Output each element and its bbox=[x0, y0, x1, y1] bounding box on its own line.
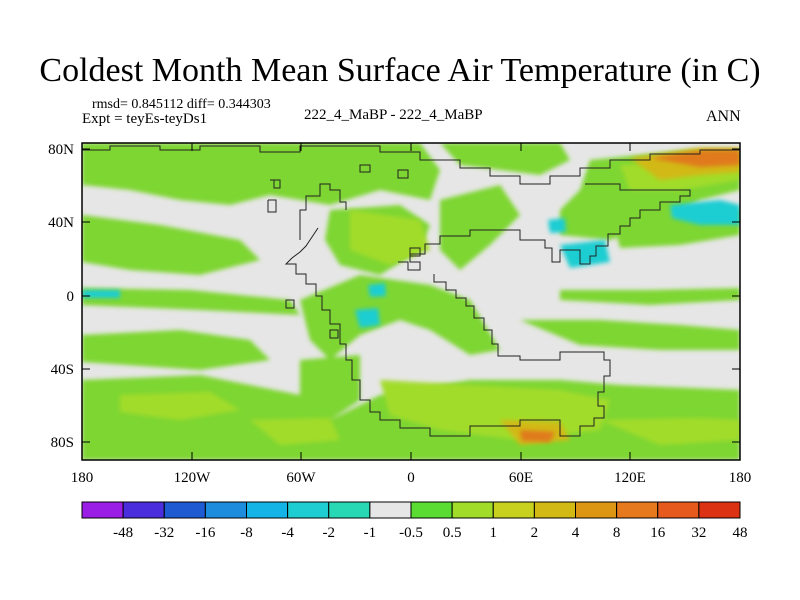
colorbar-swatch bbox=[657, 501, 700, 519]
colorbar-label: -4 bbox=[281, 525, 294, 541]
colorbar-swatch bbox=[698, 501, 741, 519]
temperature-field bbox=[82, 143, 740, 460]
colorbar-label: -0.5 bbox=[399, 525, 423, 541]
lon-label-180e: 180 bbox=[729, 470, 752, 486]
colorbar-label: 48 bbox=[733, 525, 748, 541]
axis-ticks bbox=[81, 143, 741, 460]
colorbar-label: -8 bbox=[240, 525, 253, 541]
continent-outlines bbox=[82, 145, 740, 437]
lon-label-60w: 60W bbox=[286, 470, 316, 486]
lon-label-0: 0 bbox=[407, 470, 415, 486]
colorbar-label: -1 bbox=[364, 525, 377, 541]
lon-label-120e: 120E bbox=[614, 470, 646, 486]
colorbar-swatch bbox=[81, 501, 124, 519]
colorbar-swatch bbox=[533, 501, 576, 519]
experiment-label: Expt = teyEs-teyDs1 bbox=[82, 111, 208, 127]
colorbar-swatch bbox=[287, 501, 330, 519]
season-label: ANN bbox=[706, 108, 741, 125]
colorbar-swatch bbox=[575, 501, 618, 519]
colorbar-swatch bbox=[328, 501, 371, 519]
colorbar-label: 0.5 bbox=[443, 525, 462, 541]
colorbar-label: 1 bbox=[490, 525, 498, 541]
lon-label-120w: 120W bbox=[174, 470, 212, 486]
colorbar-label: -16 bbox=[195, 525, 215, 541]
colorbar-label: 4 bbox=[572, 525, 580, 541]
colorbar-labels: -48 -32 -16 -8 -4 -2 -1 -0.5 0.5 1 2 4 8 16 32 48 bbox=[113, 525, 747, 541]
colorbar-swatch bbox=[163, 501, 206, 519]
colorbar-swatch bbox=[451, 501, 494, 519]
colorbar-label: 16 bbox=[650, 525, 666, 541]
colorbar bbox=[81, 501, 741, 519]
colorbar-label: 2 bbox=[531, 525, 539, 541]
colorbar-label: 8 bbox=[613, 525, 621, 541]
lon-label-60e: 60E bbox=[509, 470, 533, 486]
lat-label-40n: 40N bbox=[48, 215, 74, 231]
colorbar-label: -48 bbox=[113, 525, 133, 541]
colorbar-swatch bbox=[369, 501, 412, 519]
colorbar-label: -2 bbox=[323, 525, 336, 541]
lat-label-80n: 80N bbox=[48, 142, 74, 158]
colorbar-swatch bbox=[204, 501, 247, 519]
colorbar-label: -32 bbox=[154, 525, 174, 541]
lat-label-40s: 40S bbox=[51, 362, 74, 378]
colorbar-swatch bbox=[246, 501, 289, 519]
map-title: Coldest Month Mean Surface Air Temperatu… bbox=[39, 52, 761, 89]
colorbar-label: 32 bbox=[691, 525, 706, 541]
colorbar-swatch bbox=[410, 501, 453, 519]
lat-label-80s: 80S bbox=[51, 435, 74, 451]
center-label: 222_4_MaBP - 222_4_MaBP bbox=[304, 107, 483, 123]
lon-label-180w: 180 bbox=[71, 470, 94, 486]
colorbar-swatch bbox=[616, 501, 659, 519]
colorbar-swatch bbox=[122, 501, 165, 519]
stats-line: rmsd= 0.845112 diff= 0.344303 bbox=[92, 97, 271, 112]
colorbar-swatch bbox=[492, 501, 535, 519]
lat-label-0: 0 bbox=[67, 289, 75, 305]
